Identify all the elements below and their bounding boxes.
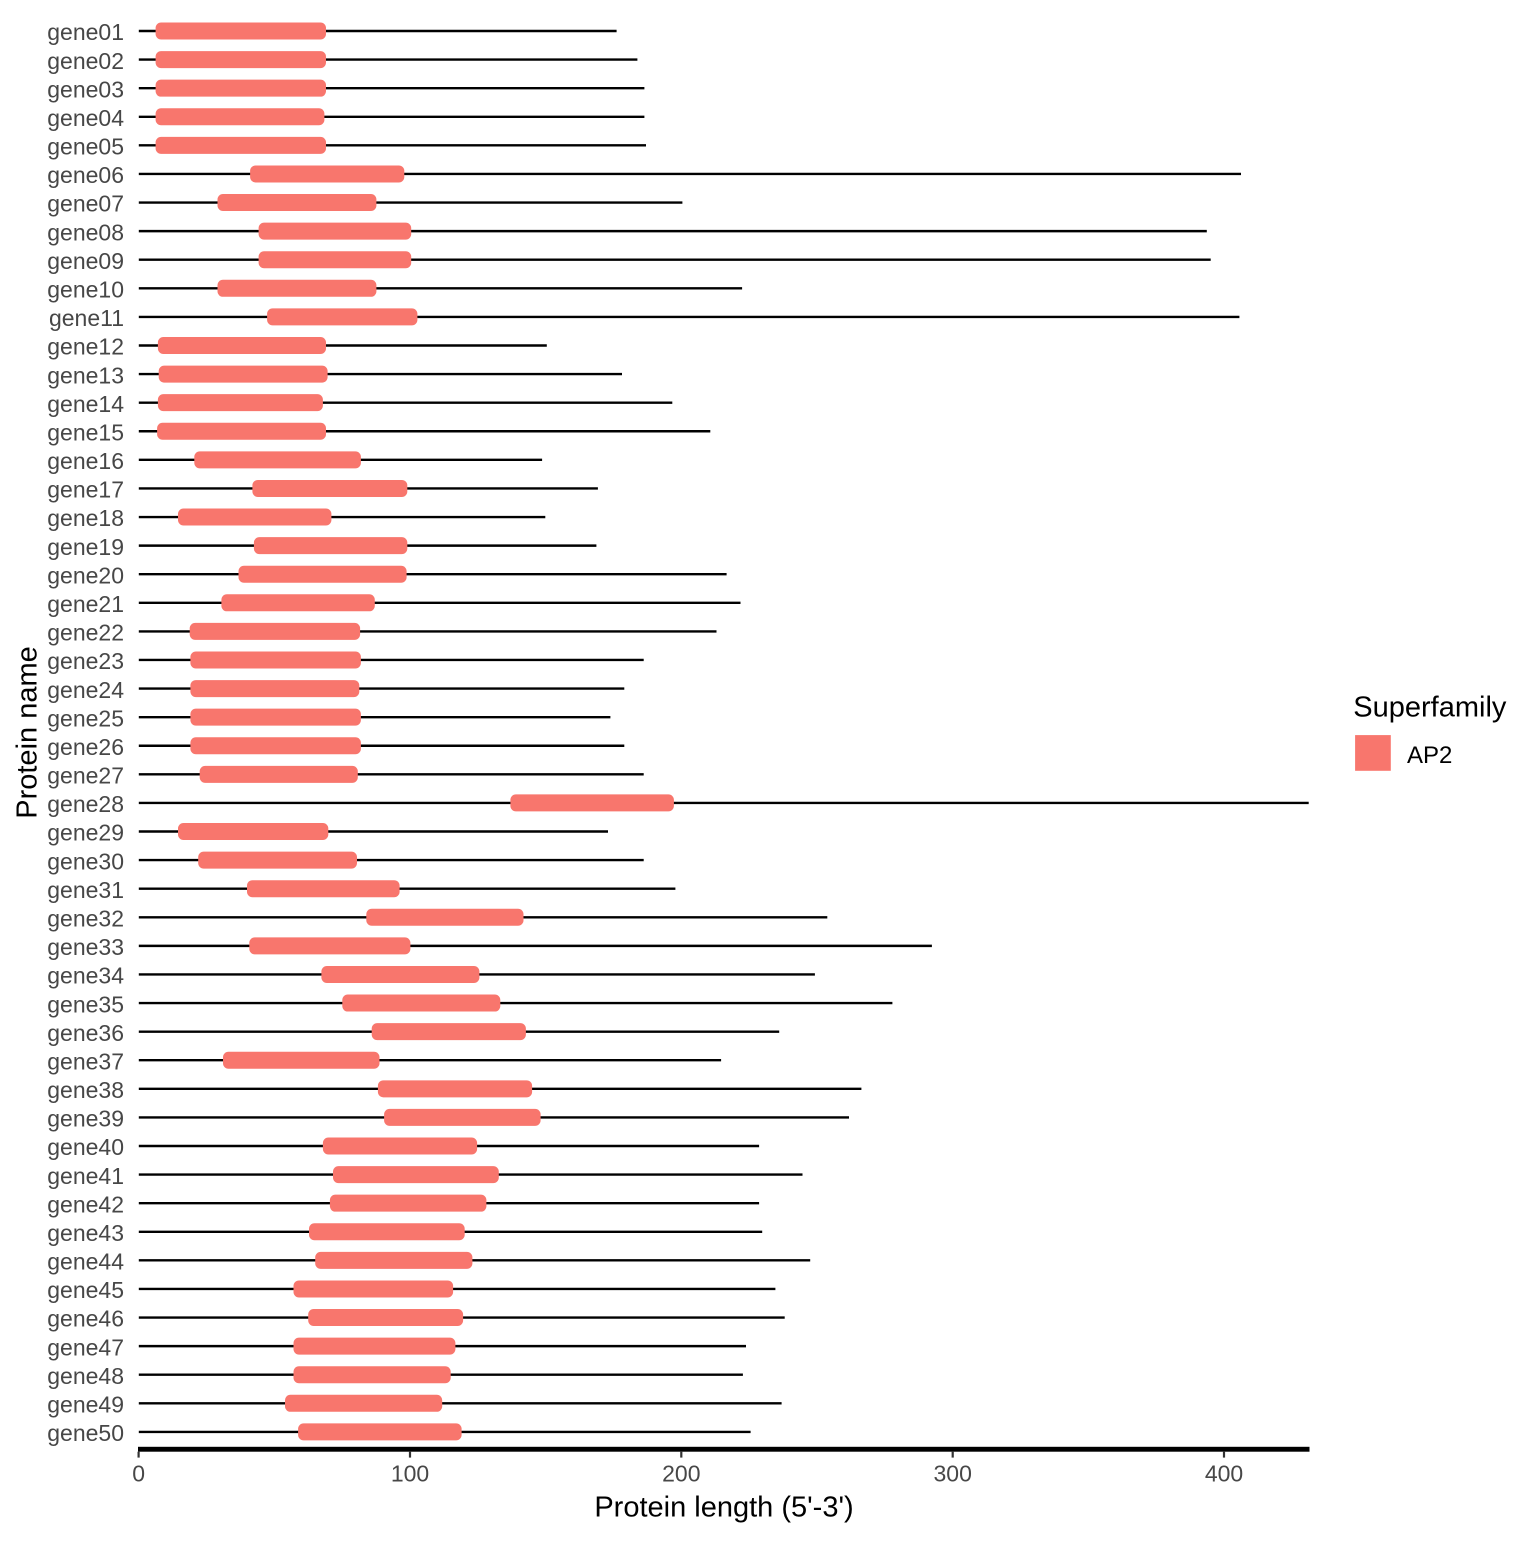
svg-text:gene28: gene28 bbox=[47, 791, 124, 817]
svg-text:gene18: gene18 bbox=[47, 505, 124, 531]
svg-text:gene02: gene02 bbox=[47, 48, 124, 74]
svg-text:gene27: gene27 bbox=[47, 763, 124, 789]
svg-text:gene11: gene11 bbox=[49, 305, 124, 331]
svg-text:gene21: gene21 bbox=[47, 591, 124, 617]
svg-text:gene45: gene45 bbox=[47, 1277, 124, 1303]
svg-text:200: 200 bbox=[662, 1461, 700, 1487]
svg-text:Protein name: Protein name bbox=[12, 646, 44, 819]
svg-text:gene16: gene16 bbox=[47, 448, 124, 474]
svg-text:400: 400 bbox=[1205, 1461, 1243, 1487]
svg-text:gene41: gene41 bbox=[47, 1163, 124, 1189]
svg-text:gene12: gene12 bbox=[47, 334, 124, 360]
svg-text:gene03: gene03 bbox=[47, 76, 124, 102]
svg-text:gene36: gene36 bbox=[47, 1020, 124, 1046]
svg-text:gene48: gene48 bbox=[47, 1363, 124, 1389]
svg-text:gene14: gene14 bbox=[47, 391, 124, 417]
svg-text:gene50: gene50 bbox=[47, 1420, 124, 1446]
svg-text:gene47: gene47 bbox=[47, 1334, 124, 1360]
svg-text:gene07: gene07 bbox=[47, 191, 124, 217]
svg-text:gene13: gene13 bbox=[47, 362, 124, 388]
svg-text:gene25: gene25 bbox=[47, 705, 124, 731]
svg-text:gene05: gene05 bbox=[47, 134, 124, 160]
svg-text:gene04: gene04 bbox=[47, 105, 124, 131]
svg-text:gene20: gene20 bbox=[47, 562, 124, 588]
svg-text:gene32: gene32 bbox=[47, 905, 124, 931]
svg-text:Superfamily: Superfamily bbox=[1353, 692, 1507, 724]
svg-text:gene34: gene34 bbox=[47, 963, 124, 989]
svg-text:gene26: gene26 bbox=[47, 734, 124, 760]
svg-text:gene30: gene30 bbox=[47, 848, 124, 874]
svg-text:gene19: gene19 bbox=[47, 534, 124, 560]
svg-text:gene43: gene43 bbox=[47, 1220, 124, 1246]
svg-text:gene38: gene38 bbox=[47, 1077, 124, 1103]
svg-text:gene33: gene33 bbox=[47, 934, 124, 960]
svg-text:gene42: gene42 bbox=[47, 1191, 124, 1217]
svg-text:gene31: gene31 bbox=[47, 877, 124, 903]
svg-text:gene44: gene44 bbox=[47, 1249, 124, 1275]
svg-text:100: 100 bbox=[391, 1461, 429, 1487]
svg-text:gene46: gene46 bbox=[47, 1306, 124, 1332]
svg-text:gene09: gene09 bbox=[47, 248, 124, 274]
svg-text:gene01: gene01 bbox=[47, 19, 124, 45]
svg-text:gene08: gene08 bbox=[47, 219, 124, 245]
svg-text:0: 0 bbox=[132, 1461, 145, 1487]
svg-text:gene22: gene22 bbox=[47, 620, 124, 646]
svg-text:gene39: gene39 bbox=[47, 1106, 124, 1132]
svg-text:gene24: gene24 bbox=[47, 677, 124, 703]
svg-text:gene23: gene23 bbox=[47, 648, 124, 674]
svg-text:gene10: gene10 bbox=[47, 277, 124, 303]
svg-text:gene17: gene17 bbox=[47, 477, 124, 503]
svg-text:gene35: gene35 bbox=[47, 991, 124, 1017]
svg-text:gene15: gene15 bbox=[47, 419, 124, 445]
svg-text:gene49: gene49 bbox=[47, 1392, 124, 1418]
svg-text:gene06: gene06 bbox=[47, 162, 124, 188]
svg-text:gene29: gene29 bbox=[47, 820, 124, 846]
svg-text:AP2: AP2 bbox=[1407, 742, 1452, 769]
svg-text:gene37: gene37 bbox=[47, 1048, 124, 1074]
svg-text:Protein length (5'-3'): Protein length (5'-3') bbox=[594, 1492, 853, 1524]
svg-text:gene40: gene40 bbox=[47, 1134, 124, 1160]
svg-text:300: 300 bbox=[934, 1461, 972, 1487]
